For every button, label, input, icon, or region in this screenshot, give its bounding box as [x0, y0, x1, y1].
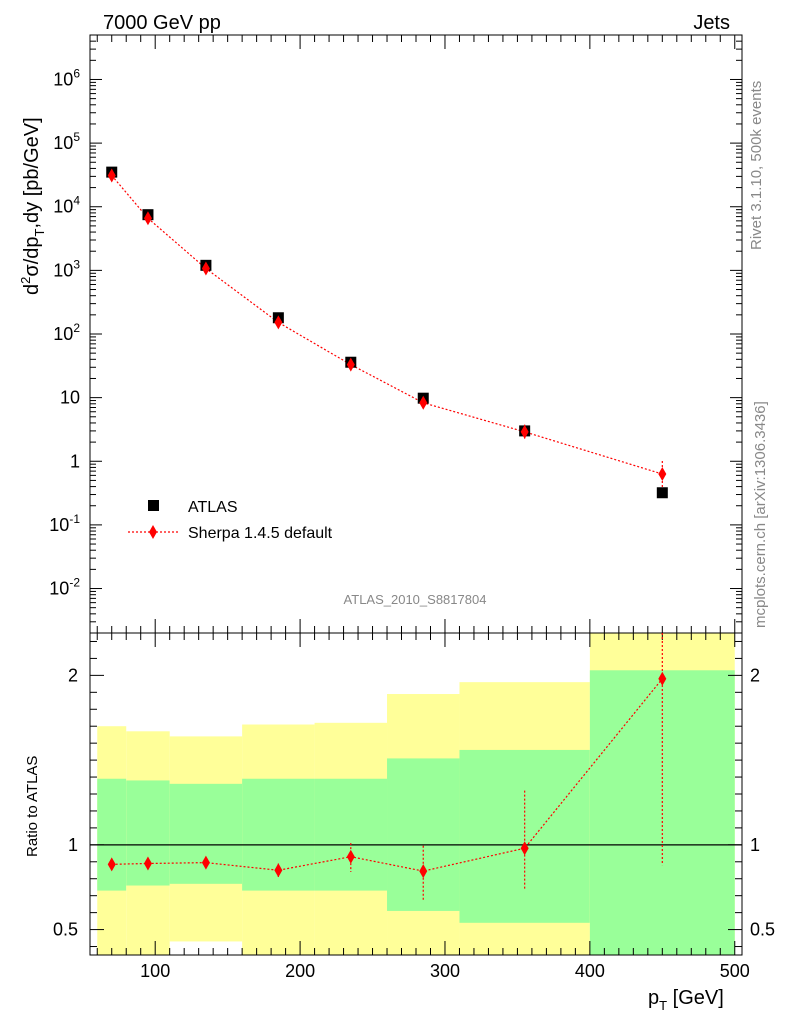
rivet-label: Rivet 3.1.10, 500k events: [748, 81, 765, 250]
sherpa-point: [658, 467, 667, 482]
main-y-tick-label: 10-2: [49, 576, 80, 599]
ratio-x-tick-label: 200: [285, 961, 315, 981]
sherpa-point: [274, 315, 283, 330]
ratio-sherpa-point: [143, 856, 152, 871]
main-y-tick-label: 104: [53, 194, 80, 217]
main-y-tick-label: 106: [53, 66, 80, 89]
ratio-y-tick-label-left: 1: [68, 835, 78, 855]
ratio-sherpa-point: [346, 849, 355, 864]
green-band-bin: [314, 778, 388, 891]
legend: ATLAS Sherpa 1.4.5 default: [128, 499, 333, 542]
ratio-sherpa-line: [111, 678, 663, 872]
ratio-x-tick-label: 100: [140, 961, 170, 981]
header-left: 7000 GeV pp: [103, 12, 221, 34]
ratio-sherpa-point: [274, 863, 283, 878]
sherpa-point: [346, 357, 355, 372]
main-y-tick-label: 1: [70, 451, 80, 471]
sherpa-line: [111, 175, 663, 475]
ratio-panel: 100 200 300 400 500 0.5 0.5 1 1 2 2: [53, 632, 775, 981]
ratio-y-tick-label-right: 0.5: [750, 920, 775, 940]
ratio-sherpa-point: [201, 855, 210, 870]
ratio-ylabel: Ratio to ATLAS: [24, 756, 41, 857]
ratio-x-tick-label: 500: [720, 961, 750, 981]
svg-text:d2σ/dpT,dy [pb/GeV]: d2σ/dpT,dy [pb/GeV]: [18, 117, 47, 295]
main-y-tick-label: 102: [53, 321, 80, 344]
ratio-xlabel: pT [GeV]: [648, 987, 724, 1013]
ratio-sherpa-point: [520, 841, 529, 856]
analysis-id: ATLAS_2010_S8817804: [344, 592, 487, 607]
green-band-bin: [97, 778, 127, 891]
main-frame: [89, 34, 743, 634]
sherpa-point: [143, 211, 152, 226]
main-y-tick-label: 10: [60, 388, 80, 408]
svg-text:pT [GeV]: pT [GeV]: [648, 987, 724, 1013]
ratio-y-tick-label-right: 2: [750, 665, 760, 685]
main-panel: 10-2 10-1 1 10 102 103 104 105 106: [49, 34, 743, 634]
ratio-y-tick-label-right: 1: [750, 835, 760, 855]
legend-marker-sherpa: [149, 525, 157, 539]
main-ylabel: d2σ/dpT,dy [pb/GeV]: [18, 117, 47, 295]
ratio-y-tick-label-left: 2: [68, 665, 78, 685]
legend-label-atlas: ATLAS: [188, 499, 238, 516]
main-y-tick-label: 105: [53, 130, 80, 153]
main-y-tick-label: 103: [53, 257, 80, 280]
legend-marker-atlas: [148, 500, 159, 511]
green-band-bin: [387, 758, 460, 911]
sherpa-point: [107, 168, 116, 183]
main-y-tick-label: 10-1: [49, 512, 80, 535]
atlas-point: [656, 487, 668, 499]
ratio-x-tick-label: 300: [430, 961, 460, 981]
ratio-y-tick-label-left: 0.5: [53, 920, 78, 940]
legend-label-sherpa: Sherpa 1.4.5 default: [188, 525, 333, 542]
sherpa-point: [419, 395, 428, 410]
ratio-sherpa-point: [658, 671, 667, 686]
header-right: Jets: [693, 12, 730, 34]
ratio-sherpa-point: [107, 857, 116, 872]
ratio-x-tick-label: 400: [575, 961, 605, 981]
sherpa-point: [520, 424, 529, 439]
ratio-sherpa-point: [419, 864, 428, 879]
green-band-bin: [589, 670, 735, 955]
mcplots-label: mcplots.cern.ch [arXiv:1306.3436]: [752, 401, 769, 628]
sherpa-point: [201, 261, 210, 276]
